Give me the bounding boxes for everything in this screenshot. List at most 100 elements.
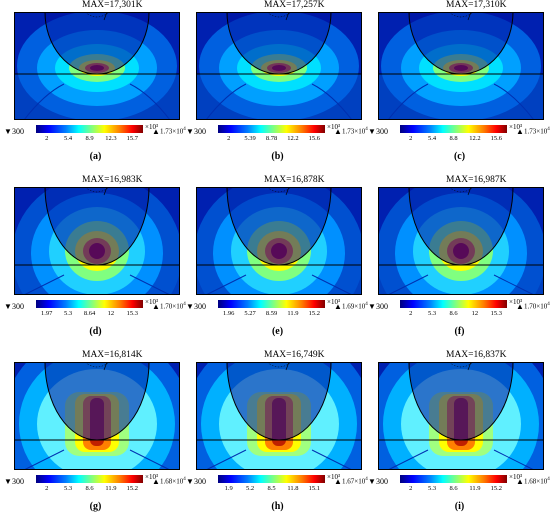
colorbar-min-label: 300	[376, 127, 388, 136]
colorbar-tick-label: 15.6	[490, 135, 502, 142]
colorbar-unit-label: ×10³	[509, 298, 523, 306]
colorbar-tick-label: 11.9	[469, 485, 481, 492]
colorbar-tick-label: 12	[471, 310, 479, 317]
colorbar-gradient	[36, 475, 143, 483]
colorbar-gradient	[400, 475, 507, 483]
colorbar-ticks: 1.96 5.27 8.59 11.9 15.2	[218, 310, 325, 319]
temperature-field-plot	[196, 12, 362, 120]
colorbar-tick-label: 15.3	[126, 310, 138, 317]
colorbar-tick-label: 1.96	[223, 310, 235, 317]
colorbar-min-label: 300	[376, 302, 388, 311]
colorbar-tick-label: 15.1	[308, 485, 320, 492]
colorbar-max-label: 1.70×104	[524, 302, 550, 311]
colorbar-tick-label: 12	[107, 310, 115, 317]
max-triangle-icon: ▲	[516, 302, 524, 311]
colorbar-tick-label: 12.2	[287, 135, 299, 142]
colorbar-tick-label: 5.4	[64, 135, 73, 142]
colorbar-min-label: 300	[12, 127, 24, 136]
colorbar-max-label: 1.73×104	[524, 127, 550, 136]
colorbar-tick-label: 15.3	[490, 310, 502, 317]
max-triangle-icon: ▲	[516, 477, 524, 486]
temperature-field-plot	[378, 362, 544, 470]
colorbar-max-label: 1.70×104	[160, 302, 186, 311]
colorbar-tick-label: 8.9	[85, 135, 94, 142]
min-triangle-icon: ▼	[368, 127, 376, 136]
colorbar-tick-label: 11.8	[287, 485, 299, 492]
max-triangle-icon: ▲	[334, 477, 342, 486]
colorbar-tick-label: 15.2	[308, 310, 320, 317]
colorbar-unit-label: ×10³	[327, 123, 341, 131]
colorbar-tick-label: 2	[409, 485, 413, 492]
max-temperature-label: MAX=16,878K	[264, 175, 325, 185]
colorbar-ticks: 2 5.3 8.6 12 15.3	[400, 310, 507, 319]
colorbar-tick-label: 8.59	[265, 310, 278, 317]
temperature-field-plot	[14, 12, 180, 120]
colorbar-tick-label: 5.3	[64, 485, 73, 492]
colorbar: ▼ 300 ×10³ ▲ 1.68×104 2 5.3 8.6 11.9 15.2	[368, 473, 550, 493]
colorbar-min-label: 300	[12, 477, 24, 486]
panel-caption: (e)	[271, 326, 284, 337]
min-triangle-icon: ▼	[186, 127, 194, 136]
colorbar-ticks: 1.9 5.2 8.5 11.8 15.1	[218, 485, 325, 494]
colorbar-tick-label: 15.2	[126, 485, 138, 492]
colorbar: ▼ 300 ×10³ ▲ 1.70×104 1.97 5.3 8.64 12 15.3	[4, 298, 187, 318]
temperature-field-plot	[196, 187, 362, 295]
colorbar-tick-label: 5.2	[246, 485, 255, 492]
panel-caption: (b)	[271, 151, 284, 162]
colorbar-gradient	[36, 125, 143, 133]
colorbar-min-label: 300	[194, 302, 206, 311]
colorbar-tick-label: 2	[409, 135, 413, 142]
min-triangle-icon: ▼	[4, 127, 12, 136]
figure-panel: MAX=17,301K ▼ 300 ×10³	[4, 0, 187, 176]
max-temperature-label: MAX=17,257K	[264, 0, 325, 10]
colorbar: ▼ 300 ×10³ ▲ 1.73×104 2 5.39 8.78 12.2 15.6	[186, 123, 369, 143]
colorbar-tick-label: 8.6	[449, 485, 458, 492]
colorbar-min-label: 300	[194, 127, 206, 136]
panel-caption: (g)	[89, 501, 102, 512]
colorbar-tick-label: 8.78	[265, 135, 278, 142]
colorbar-gradient	[218, 300, 325, 308]
colorbar-tick-label: 2	[45, 485, 49, 492]
panel-caption: (f)	[454, 326, 465, 337]
colorbar-tick-label: 8.5	[267, 485, 276, 492]
max-triangle-icon: ▲	[152, 127, 160, 136]
colorbar-unit-label: ×10³	[145, 123, 159, 131]
colorbar-ticks: 2 5.4 8.8 12.2 15.6	[400, 135, 507, 144]
colorbar-tick-label: 15.7	[126, 135, 138, 142]
panel-caption: (c)	[453, 151, 466, 162]
panel-caption: (h)	[271, 501, 284, 512]
figure-panel: MAX=16,814K ▼ 300 ×10³	[4, 350, 187, 526]
max-temperature-label: MAX=16,749K	[264, 350, 325, 360]
colorbar-tick-label: 5.4	[428, 135, 437, 142]
figure-panel: MAX=16,749K ▼ 300 ×10³	[186, 350, 369, 526]
figure-panel: MAX=17,257K ▼ 300 ×10³	[186, 0, 369, 176]
colorbar-tick-label: 8.6	[449, 310, 458, 317]
min-triangle-icon: ▼	[368, 302, 376, 311]
colorbar: ▼ 300 ×10³ ▲ 1.73×104 2 5.4 8.8 12.2 15.6	[368, 123, 550, 143]
colorbar-tick-label: 5.39	[244, 135, 256, 142]
max-temperature-label: MAX=16,814K	[82, 350, 143, 360]
colorbar-tick-label: 5.3	[64, 310, 73, 317]
figure-panel: MAX=16,878K ▼ 300 ×10³	[186, 175, 369, 351]
figure-panel: MAX=16,837K ▼ 300 ×10³	[368, 350, 550, 526]
colorbar-min-label: 300	[12, 302, 24, 311]
colorbar-gradient	[400, 125, 507, 133]
colorbar-tick-label: 5.3	[428, 310, 437, 317]
temperature-field-plot	[14, 187, 180, 295]
colorbar-max-label: 1.73×104	[160, 127, 186, 136]
colorbar-unit-label: ×10³	[145, 473, 159, 481]
colorbar-tick-label: 8.64	[83, 310, 96, 317]
temperature-field-plot	[378, 187, 544, 295]
temperature-field-plot	[14, 362, 180, 470]
colorbar: ▼ 300 ×10³ ▲ 1.68×104 2 5.3 8.6 11.9 15.2	[4, 473, 187, 493]
colorbar-unit-label: ×10³	[327, 473, 341, 481]
colorbar-max-label: 1.67×104	[342, 477, 368, 486]
colorbar-min-label: 300	[376, 477, 388, 486]
colorbar-tick-label: 12.2	[469, 135, 481, 142]
colorbar: ▼ 300 ×10³ ▲ 1.70×104 2 5.3 8.6 12 15.3	[368, 298, 550, 318]
max-temperature-label: MAX=16,837K	[446, 350, 507, 360]
colorbar-gradient	[36, 300, 143, 308]
min-triangle-icon: ▼	[4, 477, 12, 486]
colorbar-ticks: 2 5.3 8.6 11.9 15.2	[36, 485, 143, 494]
colorbar-unit-label: ×10³	[145, 298, 159, 306]
